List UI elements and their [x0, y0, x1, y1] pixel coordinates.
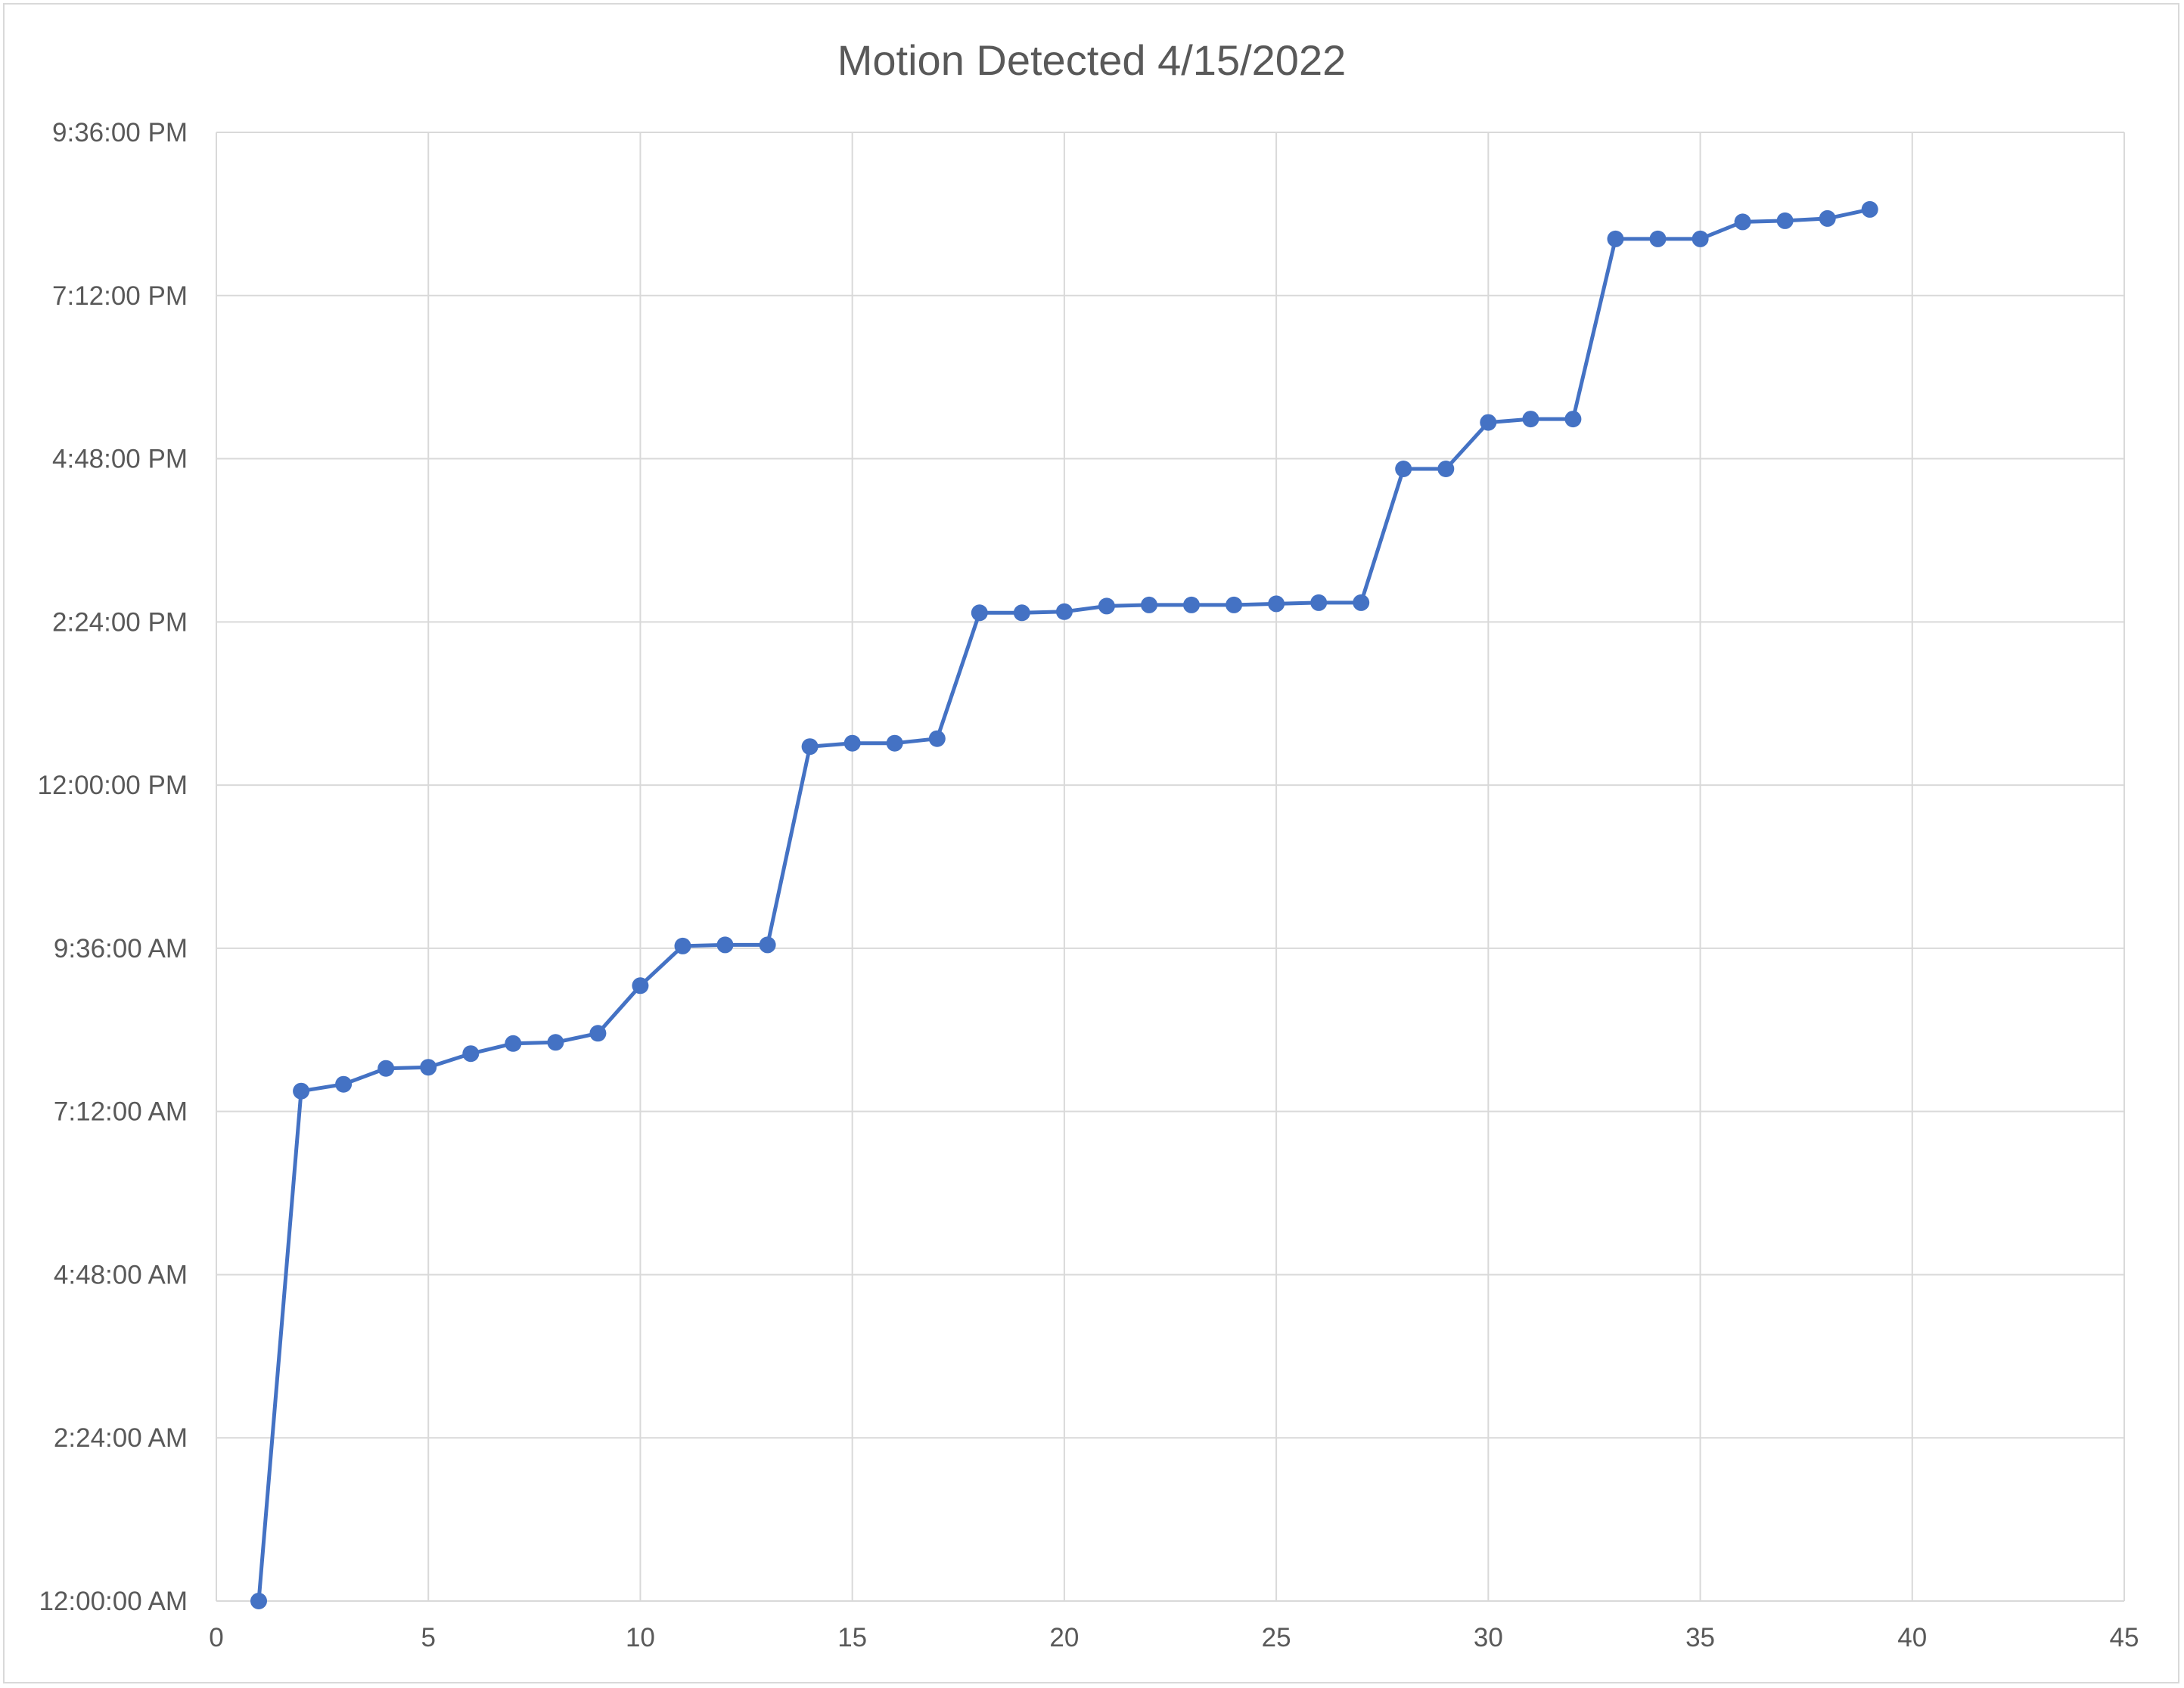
data-point [420, 1059, 437, 1076]
data-point [971, 604, 988, 622]
data-point [547, 1034, 564, 1051]
y-tick-label: 7:12:00 AM [54, 1097, 188, 1127]
data-point [1141, 596, 1157, 613]
data-point [886, 734, 903, 752]
data-point [1861, 200, 1878, 218]
x-tick-label: 20 [1049, 1623, 1079, 1652]
y-tick-label: 2:24:00 AM [54, 1423, 188, 1453]
y-tick-label: 9:36:00 PM [52, 118, 188, 147]
x-tick-label: 0 [209, 1623, 223, 1652]
data-point [589, 1025, 607, 1042]
grid-lines [216, 132, 2125, 1602]
data-point [1522, 411, 1539, 428]
data-point [1607, 230, 1624, 247]
series-layer [250, 200, 1878, 1609]
data-point [674, 937, 691, 954]
x-tick-label: 5 [421, 1623, 435, 1652]
x-tick-label: 25 [1262, 1623, 1291, 1652]
x-tick-label: 15 [837, 1623, 867, 1652]
data-point [1819, 209, 1836, 227]
y-tick-label: 12:00:00 AM [39, 1587, 188, 1616]
data-point [716, 936, 734, 954]
data-point [1649, 230, 1667, 247]
data-point [1734, 213, 1751, 231]
data-point [843, 734, 861, 752]
data-point [1692, 230, 1709, 247]
data-point [1480, 414, 1497, 431]
x-tick-label: 35 [1685, 1623, 1715, 1652]
y-tick-label: 4:48:00 PM [52, 445, 188, 474]
data-point [1395, 461, 1412, 477]
data-point [928, 730, 946, 747]
data-point [632, 977, 649, 994]
x-tick-label: 45 [2110, 1623, 2139, 1652]
x-tick-label: 40 [1897, 1623, 1927, 1652]
data-point [1437, 461, 1455, 477]
y-tick-label: 12:00:00 PM [38, 771, 188, 800]
data-point [1564, 411, 1582, 428]
data-point [759, 936, 776, 954]
y-tick-label: 9:36:00 AM [54, 934, 188, 963]
data-point [505, 1035, 522, 1052]
data-point [335, 1075, 353, 1093]
data-point [1776, 212, 1794, 229]
data-point [1013, 604, 1030, 622]
data-point [1268, 595, 1285, 613]
data-point [801, 738, 819, 756]
data-point [1353, 594, 1370, 611]
data-point [377, 1060, 395, 1077]
data-point [250, 1593, 267, 1609]
x-tick-label: 30 [1474, 1623, 1503, 1652]
data-point [1310, 594, 1328, 611]
y-tick-label: 7:12:00 PM [52, 281, 188, 311]
y-tick-label: 4:48:00 AM [54, 1260, 188, 1289]
chart-frame [3, 3, 2179, 1683]
data-point [1226, 596, 1243, 613]
x-tick-label: 10 [626, 1623, 655, 1652]
data-point [293, 1082, 310, 1100]
data-point [1055, 603, 1073, 620]
data-point [1183, 596, 1200, 613]
tick-labels: 0 5 10 15 20 25 30 35 40 45 12:00:00 AM 2:24:00 AM 4… [38, 118, 2139, 1652]
data-point [462, 1045, 480, 1063]
y-tick-label: 2:24:00 PM [52, 607, 188, 637]
data-point [1098, 597, 1115, 615]
chart-title: Motion Detected 4/15/2022 [837, 36, 1346, 84]
